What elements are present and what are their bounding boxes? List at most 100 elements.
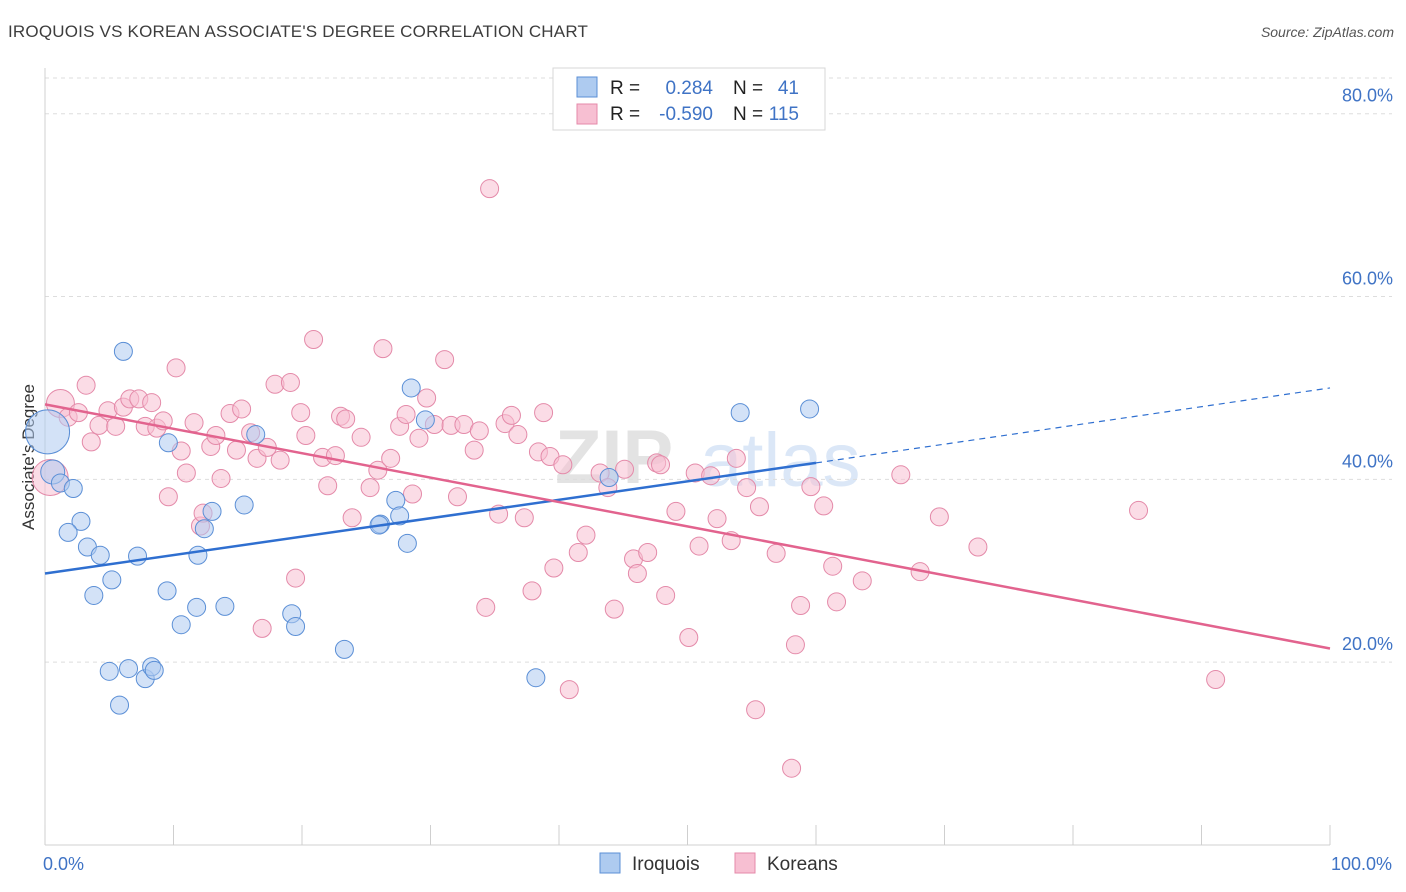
korean-point (508, 425, 528, 445)
trend-lines (44, 387, 1331, 650)
stats-iroquois-n-value: 41 (778, 78, 799, 99)
korean-point (791, 596, 811, 616)
korean-point (252, 618, 272, 638)
iroquois-point (144, 660, 164, 680)
iroquois-point (234, 495, 254, 515)
korean-point (559, 680, 579, 700)
korean-point (651, 455, 671, 475)
x-tick-label-max: 100.0% (1331, 854, 1392, 874)
iroquois-point (730, 403, 750, 423)
y-tick-label: 40.0% (1342, 451, 1393, 471)
korean-point (656, 585, 676, 605)
korean-point (373, 339, 393, 359)
legend-koreans-swatch (734, 852, 756, 874)
iroquois-point (397, 533, 417, 553)
korean-point (522, 581, 542, 601)
korean-point (296, 425, 316, 445)
korean-point (184, 413, 204, 433)
korean-point (158, 487, 178, 507)
korean-point (785, 635, 805, 655)
stats-iroquois-r-value: 0.284 (665, 78, 713, 99)
iroquois-point (415, 410, 435, 430)
iroquois-point (599, 468, 619, 488)
iroquois-trend-extension (815, 387, 1331, 464)
korean-point (679, 627, 699, 647)
korean-point (544, 558, 564, 578)
korean-point (968, 537, 988, 557)
korean-point (707, 509, 727, 529)
iroquois-point (157, 581, 177, 601)
iroquois-point (102, 570, 122, 590)
iroquois-points (25, 341, 820, 715)
stats-iroquois-n-label: N = (733, 78, 763, 99)
iroquois-point (188, 545, 208, 565)
korean-point (726, 448, 746, 468)
iroquois-point (800, 399, 820, 419)
korean-point (553, 455, 573, 475)
korean-point (814, 496, 834, 516)
korean-point (534, 403, 554, 423)
iroquois-point (401, 378, 421, 398)
korean-point (232, 399, 252, 419)
y-tick-labels: 20.0% 40.0% 60.0% 80.0% (1342, 86, 1393, 654)
iroquois-point (110, 695, 130, 715)
korean-point (447, 487, 467, 507)
korean-point (403, 484, 423, 504)
legend: Iroquois Koreans (599, 852, 838, 875)
korean-point (501, 405, 521, 425)
korean-point (396, 404, 416, 424)
legend-iroquois-swatch (599, 852, 621, 874)
iroquois-point (246, 425, 266, 445)
iroquois-point (128, 546, 148, 566)
korean-point (615, 459, 635, 479)
x-tick-label-min: 0.0% (43, 854, 84, 874)
iroquois-point (71, 511, 91, 531)
korean-point (304, 329, 324, 349)
iroquois-point (58, 522, 78, 542)
iroquois-point (113, 341, 133, 361)
korean-point (701, 466, 721, 486)
korean-point (749, 497, 769, 517)
korean-point (286, 568, 306, 588)
korean-point (1206, 670, 1226, 690)
legend-koreans-label: Koreans (767, 854, 838, 875)
y-tick-label: 60.0% (1342, 269, 1393, 289)
korean-point (211, 468, 231, 488)
korean-point (417, 388, 437, 408)
iroquois-point (84, 585, 104, 605)
stats-koreans-swatch (576, 103, 598, 125)
iroquois-point (526, 668, 546, 688)
iroquois-point (90, 545, 110, 565)
korean-point (514, 508, 534, 528)
korean-point (576, 525, 596, 545)
korean-point (318, 476, 338, 496)
korean-point (746, 700, 766, 720)
korean-point (666, 501, 686, 521)
korean-point (604, 599, 624, 619)
korean-point (81, 432, 101, 452)
iroquois-point (187, 597, 207, 617)
korean-point (480, 179, 500, 199)
stats-koreans-r-value: -0.590 (659, 104, 713, 125)
iroquois-point (215, 596, 235, 616)
korean-point (568, 542, 588, 562)
korean-point (852, 571, 872, 591)
korean-point (360, 478, 380, 498)
korean-point (1129, 500, 1149, 520)
y-axis-label: Associate's Degree (19, 384, 38, 530)
korean-point (823, 556, 843, 576)
korean-point (176, 463, 196, 483)
korean-point (689, 536, 709, 556)
koreans-trend-line (44, 403, 1331, 650)
iroquois-point (25, 409, 71, 455)
korean-point (638, 542, 658, 562)
iroquois-point (194, 519, 214, 539)
stats-koreans-n-label: N = (733, 104, 763, 125)
legend-iroquois-label: Iroquois (632, 854, 700, 875)
korean-point (801, 477, 821, 497)
korean-point (381, 448, 401, 468)
stats-iroquois-swatch (576, 76, 598, 98)
korean-point (476, 597, 496, 617)
stats-iroquois-r-label: R = (610, 78, 640, 99)
